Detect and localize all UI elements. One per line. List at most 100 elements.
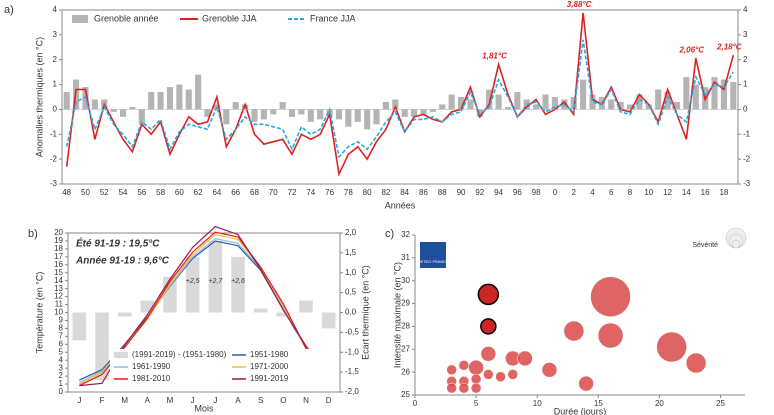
annotation: 2,06°C bbox=[678, 45, 704, 54]
x-axis-title: Mois bbox=[194, 403, 214, 413]
y-tick-label: 0,0 bbox=[345, 308, 357, 317]
x-tick-label: A bbox=[145, 396, 151, 405]
bubble bbox=[458, 360, 470, 371]
y-tick-label: 26 bbox=[401, 367, 410, 376]
bar bbox=[448, 94, 455, 110]
y-tick-label: 4 bbox=[59, 355, 64, 364]
x-tick-label: 68 bbox=[250, 188, 259, 197]
bar bbox=[354, 109, 361, 122]
x-tick-label: 0 bbox=[553, 188, 558, 197]
x-tick-label: 52 bbox=[100, 188, 109, 197]
bar bbox=[626, 104, 634, 110]
bar bbox=[195, 74, 202, 110]
bubble bbox=[470, 373, 482, 385]
x-tick-label: 4 bbox=[590, 188, 595, 197]
bar bbox=[523, 99, 530, 110]
bar bbox=[298, 109, 305, 115]
x-tick-label: 58 bbox=[156, 188, 165, 197]
bar bbox=[580, 79, 587, 110]
x-tick-label: 6 bbox=[609, 188, 614, 197]
y-tick-label: 1,0 bbox=[345, 268, 357, 277]
x-axis-title: Années bbox=[385, 200, 416, 210]
x-tick-label: S bbox=[258, 396, 263, 405]
y-tick-label: 8 bbox=[59, 324, 64, 333]
bar bbox=[72, 312, 87, 341]
x-tick-label: 10 bbox=[644, 188, 653, 197]
axis-title: Température (en °C) bbox=[34, 272, 44, 354]
logo-box bbox=[420, 242, 446, 268]
legend-label: Grenoble JJA bbox=[202, 13, 257, 23]
bar bbox=[91, 99, 98, 110]
y-tick-label: 20 bbox=[54, 228, 63, 237]
annotation: 2,18°C bbox=[716, 42, 742, 51]
bar bbox=[185, 256, 200, 313]
size-legend-title: Sévérité bbox=[692, 242, 718, 249]
y-tick-label: 25 bbox=[401, 390, 410, 399]
bubble bbox=[597, 322, 624, 349]
x-tick-label: 64 bbox=[212, 188, 221, 197]
x-tick-label: 8 bbox=[628, 188, 633, 197]
x-tick-label: 25 bbox=[716, 399, 725, 408]
bar bbox=[645, 104, 652, 110]
bar bbox=[392, 99, 399, 110]
x-tick-label: 80 bbox=[363, 188, 372, 197]
y-tick-label: 27 bbox=[401, 344, 410, 353]
y-tick-label: 0 bbox=[743, 105, 748, 114]
x-tick-label: 82 bbox=[381, 188, 390, 197]
x-tick-label: 70 bbox=[269, 188, 278, 197]
annotation: Année 91-19 : 9,6°C bbox=[75, 256, 170, 267]
x-tick-label: 50 bbox=[81, 188, 90, 197]
legend-label: Grenoble année bbox=[94, 13, 159, 23]
y-tick-label: 12 bbox=[54, 292, 63, 301]
bar bbox=[185, 89, 192, 110]
x-tick-label: 62 bbox=[194, 188, 203, 197]
x-tick-label: 54 bbox=[119, 188, 128, 197]
y-tick-label: 0,5 bbox=[345, 288, 357, 297]
y-tick-label: -1,0 bbox=[345, 347, 359, 356]
bar bbox=[307, 109, 314, 122]
x-tick-label: 18 bbox=[719, 188, 728, 197]
bar bbox=[542, 94, 549, 110]
bar bbox=[504, 106, 512, 110]
bar bbox=[321, 312, 336, 329]
x-tick-label: D bbox=[326, 396, 332, 405]
bubble bbox=[480, 346, 497, 362]
y-tick-label: -1,5 bbox=[345, 367, 359, 376]
legend-label: 1971-2000 bbox=[250, 362, 289, 371]
y-tick-label: 5 bbox=[59, 347, 64, 356]
y-tick-label: 1 bbox=[59, 379, 64, 388]
bar bbox=[110, 109, 117, 112]
x-tick-label: 78 bbox=[344, 188, 353, 197]
bar bbox=[288, 109, 296, 117]
bar bbox=[683, 77, 690, 110]
x-tick-label: N bbox=[303, 396, 309, 405]
y-tick-label: 10 bbox=[54, 308, 63, 317]
bar bbox=[664, 92, 671, 110]
y-tick-label: 1,5 bbox=[345, 248, 357, 257]
bar bbox=[457, 97, 465, 110]
bar bbox=[673, 101, 681, 110]
x-tick-label: F bbox=[100, 396, 105, 405]
bar bbox=[570, 97, 577, 110]
bar bbox=[299, 300, 313, 313]
bar bbox=[655, 89, 662, 110]
x-tick-label: 94 bbox=[494, 188, 503, 197]
bar bbox=[364, 109, 371, 130]
x-tick-label: 20 bbox=[655, 399, 664, 408]
x-tick-label: A bbox=[235, 396, 241, 405]
y-tick-label: 29 bbox=[401, 299, 410, 308]
x-axis-title: Durée (jours) bbox=[554, 406, 607, 415]
legend-label: 1991-2019 bbox=[250, 374, 289, 383]
bar bbox=[95, 312, 109, 381]
x-tick-label: 92 bbox=[475, 188, 484, 197]
bar bbox=[117, 312, 132, 317]
y-tick-label: 15 bbox=[54, 268, 63, 277]
y-tick-label: 31 bbox=[401, 253, 410, 262]
bar bbox=[276, 312, 291, 317]
bar bbox=[617, 101, 624, 110]
x-tick-label: 84 bbox=[400, 188, 409, 197]
bar-annotation: +2,6 bbox=[231, 278, 245, 285]
bubble bbox=[590, 276, 631, 317]
bubble bbox=[477, 283, 500, 306]
bar bbox=[420, 109, 427, 115]
